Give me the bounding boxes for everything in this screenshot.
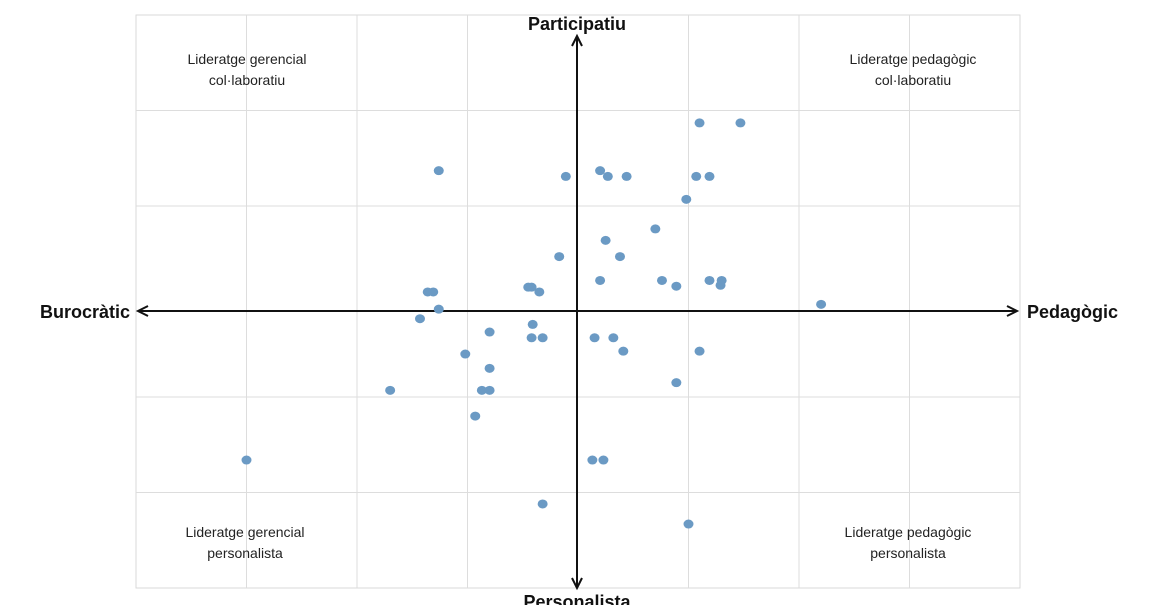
data-point — [526, 333, 537, 343]
data-point — [385, 385, 396, 395]
data-point — [589, 333, 600, 343]
data-point — [735, 118, 746, 128]
data-point — [621, 171, 632, 181]
data-point — [537, 333, 548, 343]
data-points — [241, 118, 827, 529]
data-point — [527, 319, 538, 329]
data-point — [671, 378, 682, 388]
data-point — [470, 411, 481, 421]
quadrant-label-bottom-left: Lideratge gerencial personalista — [185, 524, 304, 561]
axis-label-personalista: Personalista — [523, 592, 631, 605]
data-point — [537, 499, 548, 509]
data-point — [656, 275, 667, 285]
axis-label-burocratic: Burocràtic — [40, 302, 130, 322]
quadrant-label-top-right: Lideratge pedagògic col·laboratiu — [850, 51, 977, 88]
quadrant-label-bottom-left-line1: Lideratge gerencial — [185, 524, 304, 540]
data-point — [816, 299, 827, 309]
quadrant-label-bottom-right-line2: personalista — [870, 545, 946, 561]
data-point — [433, 304, 444, 314]
data-point — [554, 252, 565, 262]
data-point — [484, 385, 495, 395]
data-point — [560, 171, 571, 181]
data-point — [671, 281, 682, 291]
data-point — [704, 275, 715, 285]
data-point — [681, 194, 692, 204]
data-point — [694, 346, 705, 356]
data-point — [428, 287, 439, 297]
data-point — [460, 349, 471, 359]
data-point — [683, 519, 694, 529]
data-point — [602, 171, 613, 181]
data-point — [694, 118, 705, 128]
data-point — [484, 327, 495, 337]
data-point — [534, 287, 545, 297]
data-point — [691, 171, 702, 181]
axis-label-participatiu: Participatiu — [528, 14, 626, 34]
axis-label-pedagogic: Pedagògic — [1027, 302, 1118, 322]
data-point — [715, 280, 726, 290]
data-point — [526, 282, 537, 292]
quadrant-label-top-left-line1: Lideratge gerencial — [187, 51, 306, 67]
quadrant-label-top-left: Lideratge gerencial col·laboratiu — [187, 51, 306, 88]
axes — [135, 33, 1020, 591]
quadrant-label-bottom-right: Lideratge pedagògic personalista — [845, 524, 972, 561]
quadrant-label-bottom-right-line1: Lideratge pedagògic — [845, 524, 972, 540]
quadrant-label-bottom-left-line2: personalista — [207, 545, 283, 561]
data-point — [484, 363, 495, 373]
data-point — [414, 314, 425, 324]
data-point — [650, 224, 661, 234]
data-point — [598, 455, 609, 465]
data-point — [608, 333, 619, 343]
data-point — [614, 252, 625, 262]
quadrant-label-top-right-line1: Lideratge pedagògic — [850, 51, 977, 67]
data-point — [241, 455, 252, 465]
data-point — [618, 346, 629, 356]
data-point — [476, 385, 487, 395]
data-point — [587, 455, 598, 465]
data-point — [595, 275, 606, 285]
quadrant-label-top-left-line2: col·laboratiu — [209, 72, 285, 88]
data-point — [433, 166, 444, 176]
quadrant-label-top-right-line2: col·laboratiu — [875, 72, 951, 88]
data-point — [704, 171, 715, 181]
data-point — [600, 235, 611, 245]
data-point — [595, 166, 606, 176]
